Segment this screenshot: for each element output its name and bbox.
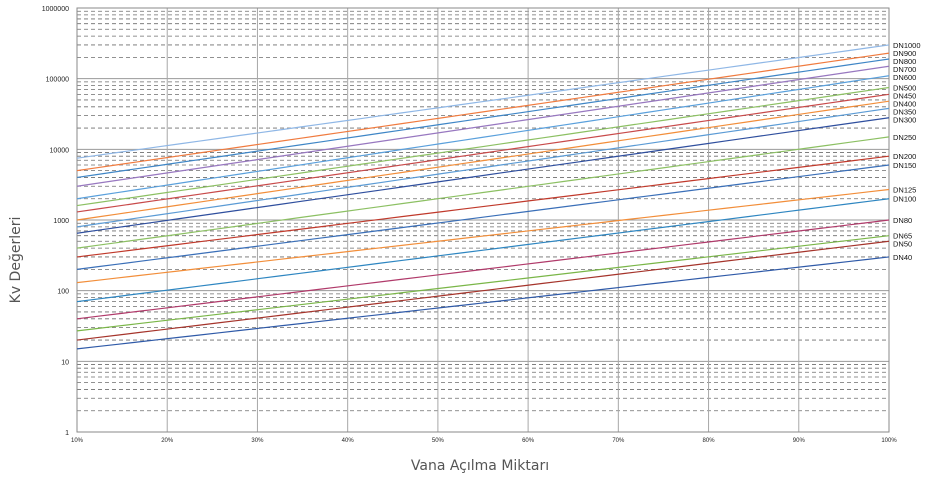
series-label-dn700: DN700	[893, 65, 916, 74]
series-line-dn1000	[76, 44, 890, 159]
grid	[76, 7, 890, 433]
series-label-dn150: DN150	[893, 161, 916, 170]
series-line-dn50	[76, 240, 890, 341]
series-label-dn100: DN100	[893, 195, 916, 204]
x-tick-label: 90%	[793, 438, 806, 444]
series-line-dn350	[76, 107, 890, 228]
series-label-dn900: DN900	[893, 49, 916, 58]
series-line-dn40	[76, 256, 890, 350]
series-label-dn350: DN350	[893, 107, 916, 116]
series-line-dn450	[76, 93, 890, 213]
series-line-dn800	[76, 58, 890, 179]
series-line-dn80	[76, 219, 890, 320]
series-label-dn500: DN500	[893, 83, 916, 92]
series-label-dn800: DN800	[893, 57, 916, 66]
y-tick-label: 1	[65, 430, 69, 437]
series-labels: DN1000DN900DN800DN700DN600DN500DN450DN40…	[893, 41, 921, 262]
series-label-dn600: DN600	[893, 73, 916, 82]
series-label-dn450: DN450	[893, 91, 916, 100]
series-lines	[76, 44, 890, 350]
series-label-dn1000: DN1000	[893, 41, 921, 50]
series-label-dn50: DN50	[893, 240, 912, 249]
x-axis-label: Vana Açılma Miktarı	[410, 458, 550, 474]
y-tick-label: 100000	[46, 77, 69, 84]
series-label-dn250: DN250	[893, 133, 916, 142]
series-label-dn80: DN80	[893, 216, 912, 225]
series-line-dn65	[76, 235, 890, 332]
series-line-dn300	[76, 117, 890, 234]
x-tick-label: 70%	[612, 438, 625, 444]
y-tick-label: 1000000	[42, 6, 69, 13]
y-tick-label: 10	[61, 359, 69, 366]
series-line-dn250	[76, 136, 890, 249]
series-label-dn200: DN200	[893, 152, 916, 161]
series-line-dn125	[76, 188, 890, 284]
series-line-dn200	[76, 155, 890, 258]
x-tick-label: 30%	[251, 438, 264, 444]
series-label-dn125: DN125	[893, 186, 916, 195]
x-tick-label: 100%	[881, 438, 897, 444]
series-line-dn100	[76, 198, 890, 303]
x-tick-label: 50%	[432, 438, 445, 444]
series-line-dn150	[76, 164, 890, 270]
series-label-dn65: DN65	[893, 232, 912, 241]
series-line-dn700	[76, 65, 890, 187]
series-label-dn40: DN40	[893, 253, 912, 262]
series-label-dn300: DN300	[893, 115, 916, 124]
y-axis-label: Kv Değerleri	[8, 216, 24, 304]
y-tick-label: 1000	[53, 218, 69, 225]
y-tick-label: 100	[57, 289, 69, 296]
series-line-dn900	[76, 52, 890, 172]
series-line-dn500	[76, 86, 890, 207]
x-tick-label: 40%	[342, 438, 355, 444]
x-tick-label: 10%	[71, 438, 84, 444]
series-line-dn600	[76, 75, 890, 200]
series-label-dn400: DN400	[893, 99, 916, 108]
y-tick-label: 10000	[50, 147, 70, 154]
y-tick-labels: 1 10 100 1000 10000 100000 1000000	[42, 6, 69, 437]
x-tick-labels: 10% 20% 30% 40% 50% 60% 70% 80% 90% 100%	[71, 438, 897, 444]
x-tick-label: 20%	[161, 438, 174, 444]
x-tick-label: 60%	[522, 438, 535, 444]
x-tick-label: 80%	[703, 438, 716, 444]
series-line-dn400	[76, 100, 890, 221]
